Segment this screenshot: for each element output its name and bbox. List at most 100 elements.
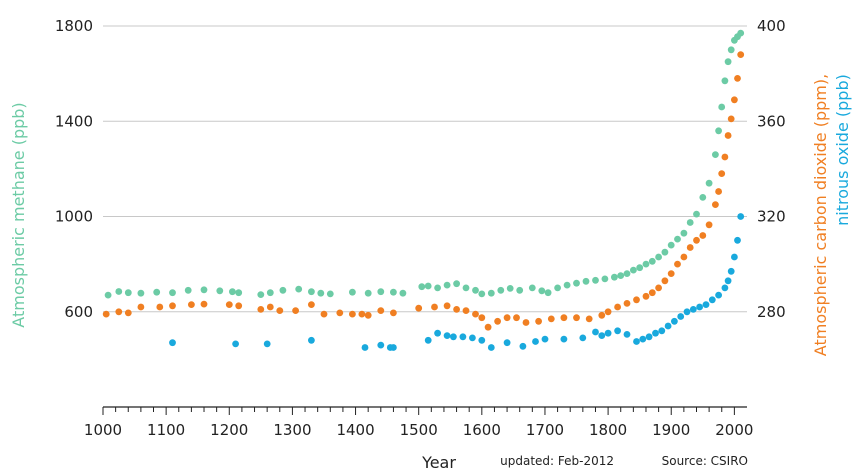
x-tick-label: 2000 [715,421,753,439]
data-point [658,327,666,335]
data-point [232,340,240,348]
data-point [731,96,738,104]
data-point [519,342,527,350]
x-axis: 1000 1100 1200 1300 1400 1500 1600 1700 1800 1900… [84,406,753,439]
data-point [478,336,486,344]
y-right-tick-label: 400 [757,17,786,35]
data-point [708,296,716,304]
data-point [115,288,123,295]
data-point [361,344,369,351]
data-point [513,314,520,322]
y-left-axis-title: Atmospheric methane (ppb) [9,102,28,327]
data-point [169,302,176,310]
data-point [390,309,397,317]
data-point [724,132,732,139]
data-point [661,248,669,256]
data-point [450,333,457,341]
y-right-axis-title-line2: nitrous oxide (ppb) [833,74,852,226]
data-point [636,264,644,272]
data-point [506,285,514,292]
data-point [503,314,511,322]
series-nitrous-oxide-ppb [169,213,745,351]
data-point [727,46,735,54]
data-point [364,311,372,319]
data-point [680,253,688,261]
data-point [266,303,274,311]
data-point [573,314,580,322]
data-point [601,275,609,283]
data-point [737,51,745,58]
data-point [667,241,675,249]
data-point [124,309,132,317]
data-point [462,307,470,314]
data-point [453,280,460,288]
data-point [661,277,669,285]
data-point [257,306,265,313]
updated-note: updated: Feb-2012 [500,454,614,468]
data-point [528,284,536,292]
data-point [547,315,555,323]
data-point [522,319,530,326]
data-point [686,244,694,251]
data-point [497,286,505,294]
x-tick-label: 1600 [463,421,501,439]
data-point [418,283,426,291]
data-point [535,317,542,325]
data-point [680,229,688,237]
data-point [424,336,432,344]
data-point [633,338,640,345]
data-point [667,270,675,277]
data-point [712,201,719,209]
data-point [715,127,722,135]
data-point [712,151,719,159]
data-point [705,179,713,187]
y-right-axis-title-line1: Atmospheric carbon dioxide (ppm), [811,74,830,356]
data-point [263,340,271,348]
data-point [538,287,546,295]
data-point [462,284,470,292]
data-point [308,288,315,296]
y-left-tick-label: 600 [64,303,93,321]
data-point [579,334,587,342]
source-note: Source: CSIRO [662,454,748,468]
x-axis-title: Year [421,453,456,472]
data-point [137,289,145,297]
data-point [308,301,315,308]
data-point [560,335,568,343]
data-point [453,306,460,313]
data-point [484,323,492,331]
data-point [617,272,625,279]
data-point [623,300,631,307]
data-point [472,286,479,294]
data-point [727,115,735,123]
data-point [415,304,423,312]
data-point [721,77,729,85]
data-point [320,310,328,318]
data-point [689,306,697,313]
data-point [229,288,236,296]
data-point [598,311,606,319]
data-point [399,289,407,297]
data-point [715,291,722,299]
y-axis-right: 280 320 360 400 [757,17,786,321]
series-atmospheric-carbon-dioxide-ppm [102,51,745,331]
data-point [443,332,451,339]
data-point [630,266,637,274]
data-point [614,303,621,311]
data-point [633,296,640,304]
data-point [200,286,208,294]
x-tick-label: 1500 [400,421,438,439]
x-tick-label: 1300 [273,421,311,439]
data-point [377,307,385,314]
data-point [705,221,713,229]
data-point [592,276,599,284]
data-point [472,310,479,318]
data-point [645,333,653,341]
data-point [664,322,672,330]
data-point [292,307,299,314]
x-tick-label: 1900 [652,421,690,439]
y-axis-left: 600 1000 1400 1800 [55,17,93,321]
data-point [686,219,694,226]
data-point [677,313,685,320]
data-point [671,317,678,325]
